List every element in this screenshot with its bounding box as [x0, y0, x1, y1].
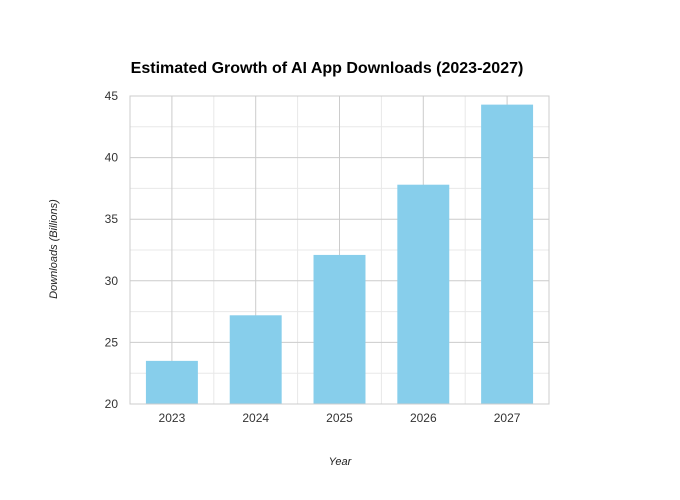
bar-2027 — [481, 104, 534, 405]
x-tick-label: 2026 — [410, 411, 437, 425]
x-tick-label: 2023 — [159, 411, 186, 425]
x-axis-label: Year — [329, 456, 353, 468]
bar-2026 — [397, 184, 450, 404]
chart-title: Estimated Growth of AI App Downloads (20… — [131, 60, 524, 77]
x-tick-label: 2027 — [494, 411, 521, 425]
y-axis-label: Downloads (Billions) — [48, 199, 60, 299]
y-tick-label: 40 — [105, 151, 119, 165]
y-tick-label: 45 — [105, 89, 119, 103]
bar-2023 — [145, 360, 198, 404]
bar-2024 — [229, 315, 282, 404]
y-tick-label: 20 — [105, 397, 119, 411]
y-tick-label: 25 — [105, 335, 119, 349]
x-tick-label: 2024 — [242, 411, 269, 425]
y-tick-label: 30 — [105, 274, 119, 288]
grid — [130, 95, 549, 405]
plot-frame — [129, 95, 550, 405]
bars — [145, 104, 534, 405]
bar-2025 — [313, 254, 366, 404]
x-tick-label: 2025 — [326, 411, 353, 425]
y-tick-label: 35 — [105, 212, 119, 226]
